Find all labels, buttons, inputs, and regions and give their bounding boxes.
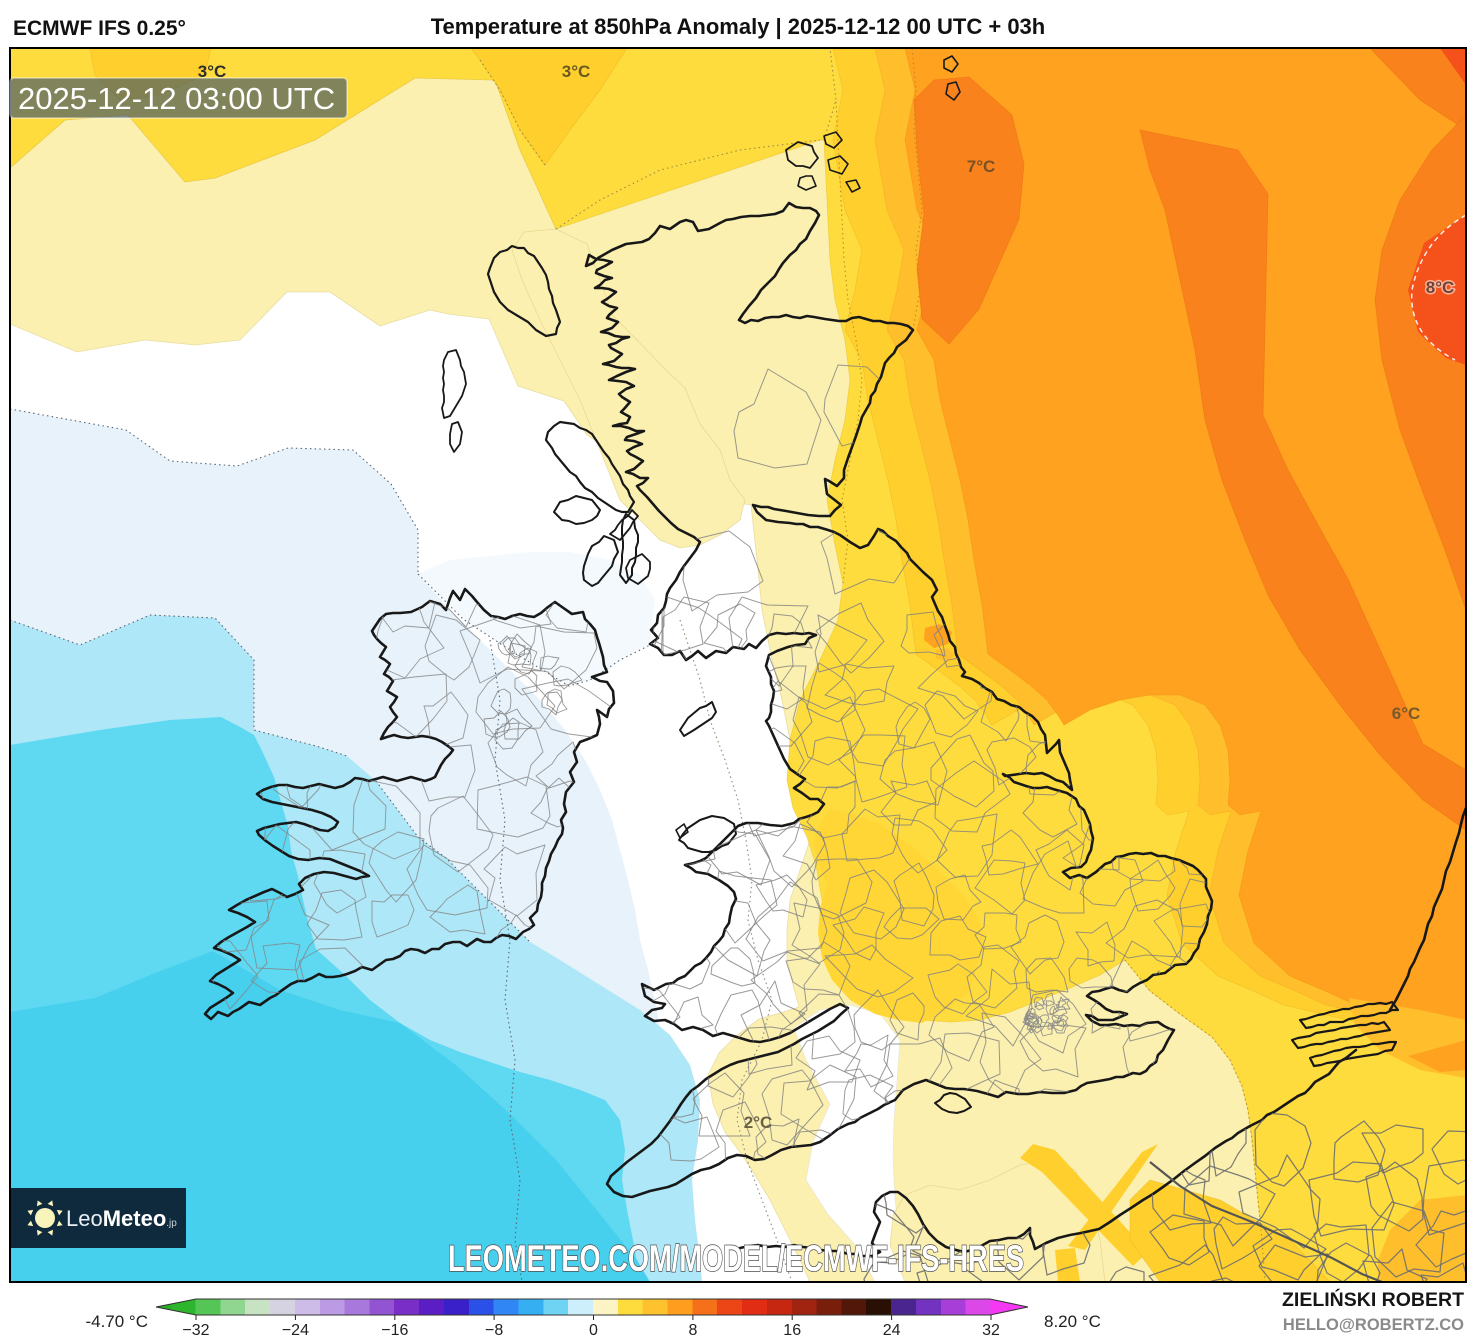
svg-text:-4.70 °C: -4.70 °C bbox=[85, 1312, 148, 1331]
svg-text:LEOMETEO.COM/MODEL/ECMWF-IFS-H: LEOMETEO.COM/MODEL/ECMWF-IFS-HRES bbox=[448, 1238, 1024, 1279]
svg-text:−8: −8 bbox=[485, 1322, 503, 1338]
svg-text:ECMWF IFS 0.25°: ECMWF IFS 0.25° bbox=[13, 17, 186, 40]
svg-text:6°C: 6°C bbox=[1392, 704, 1421, 723]
svg-text:7°C: 7°C bbox=[967, 157, 996, 176]
svg-text:8°C: 8°C bbox=[1426, 278, 1455, 297]
svg-text:0: 0 bbox=[589, 1322, 598, 1338]
svg-text:LeoMeteo.jp: LeoMeteo.jp bbox=[66, 1206, 177, 1231]
svg-text:−32: −32 bbox=[182, 1322, 209, 1338]
svg-text:−16: −16 bbox=[381, 1322, 408, 1338]
svg-text:32: 32 bbox=[982, 1322, 1000, 1338]
svg-text:2025-12-12 03:00 UTC: 2025-12-12 03:00 UTC bbox=[18, 81, 335, 116]
svg-text:3°C: 3°C bbox=[562, 62, 591, 81]
svg-text:8: 8 bbox=[688, 1322, 697, 1338]
svg-text:HELLO@ROBERTZ.CO: HELLO@ROBERTZ.CO bbox=[1283, 1316, 1464, 1334]
svg-text:8.20 °C: 8.20 °C bbox=[1044, 1312, 1101, 1331]
svg-text:16: 16 bbox=[783, 1322, 801, 1338]
svg-text:3°C: 3°C bbox=[198, 62, 227, 81]
svg-text:−24: −24 bbox=[282, 1322, 309, 1338]
svg-text:ZIELIŃSKI ROBERT: ZIELIŃSKI ROBERT bbox=[1282, 1288, 1464, 1311]
svg-text:2°C: 2°C bbox=[744, 1113, 773, 1132]
svg-text:24: 24 bbox=[883, 1322, 901, 1338]
svg-text:Temperature at 850hPa Anomaly: Temperature at 850hPa Anomaly | 2025-12-… bbox=[431, 14, 1046, 39]
